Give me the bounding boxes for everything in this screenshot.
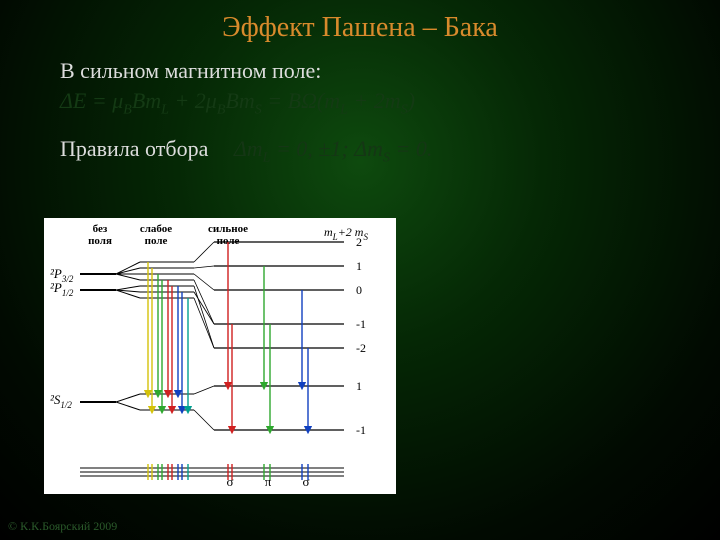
svg-text:поля: поля [88, 235, 112, 247]
svg-text:сильное: сильное [208, 223, 248, 235]
svg-text:1: 1 [356, 379, 362, 393]
svg-text:σ: σ [226, 474, 233, 489]
svg-text:2: 2 [356, 235, 362, 249]
level-diagram: безполяслабоеполесильноеполеmL+2 mS²P3/2… [44, 218, 396, 494]
svg-text:-2: -2 [356, 341, 366, 355]
selection-rules-line: Правила отбора ΔmL = 0, ±1; ΔmS = 0. [60, 136, 720, 166]
svg-text:поле: поле [145, 235, 168, 247]
selection-rules-eq: ΔmL = 0, ±1; ΔmS = 0. [234, 136, 433, 161]
intro-text: В сильном магнитном поле: [60, 58, 720, 84]
page-title: Эффект Пашена – Бака [0, 12, 720, 44]
svg-text:1: 1 [356, 259, 362, 273]
svg-text:²S1/2: ²S1/2 [50, 392, 72, 410]
svg-text:0: 0 [356, 283, 362, 297]
selection-label: Правила отбора [60, 136, 208, 161]
svg-text:без: без [93, 223, 108, 235]
svg-text:σ: σ [302, 474, 309, 489]
svg-text:слабое: слабое [140, 223, 172, 235]
energy-equation: ΔE = μBBmL + 2μBBmS = BΩ(mL + 2mS) [60, 88, 720, 118]
svg-text:-1: -1 [356, 317, 366, 331]
svg-text:-1: -1 [356, 423, 366, 437]
copyright: © К.К.Боярский 2009 [8, 519, 117, 534]
svg-text:π: π [265, 474, 272, 489]
